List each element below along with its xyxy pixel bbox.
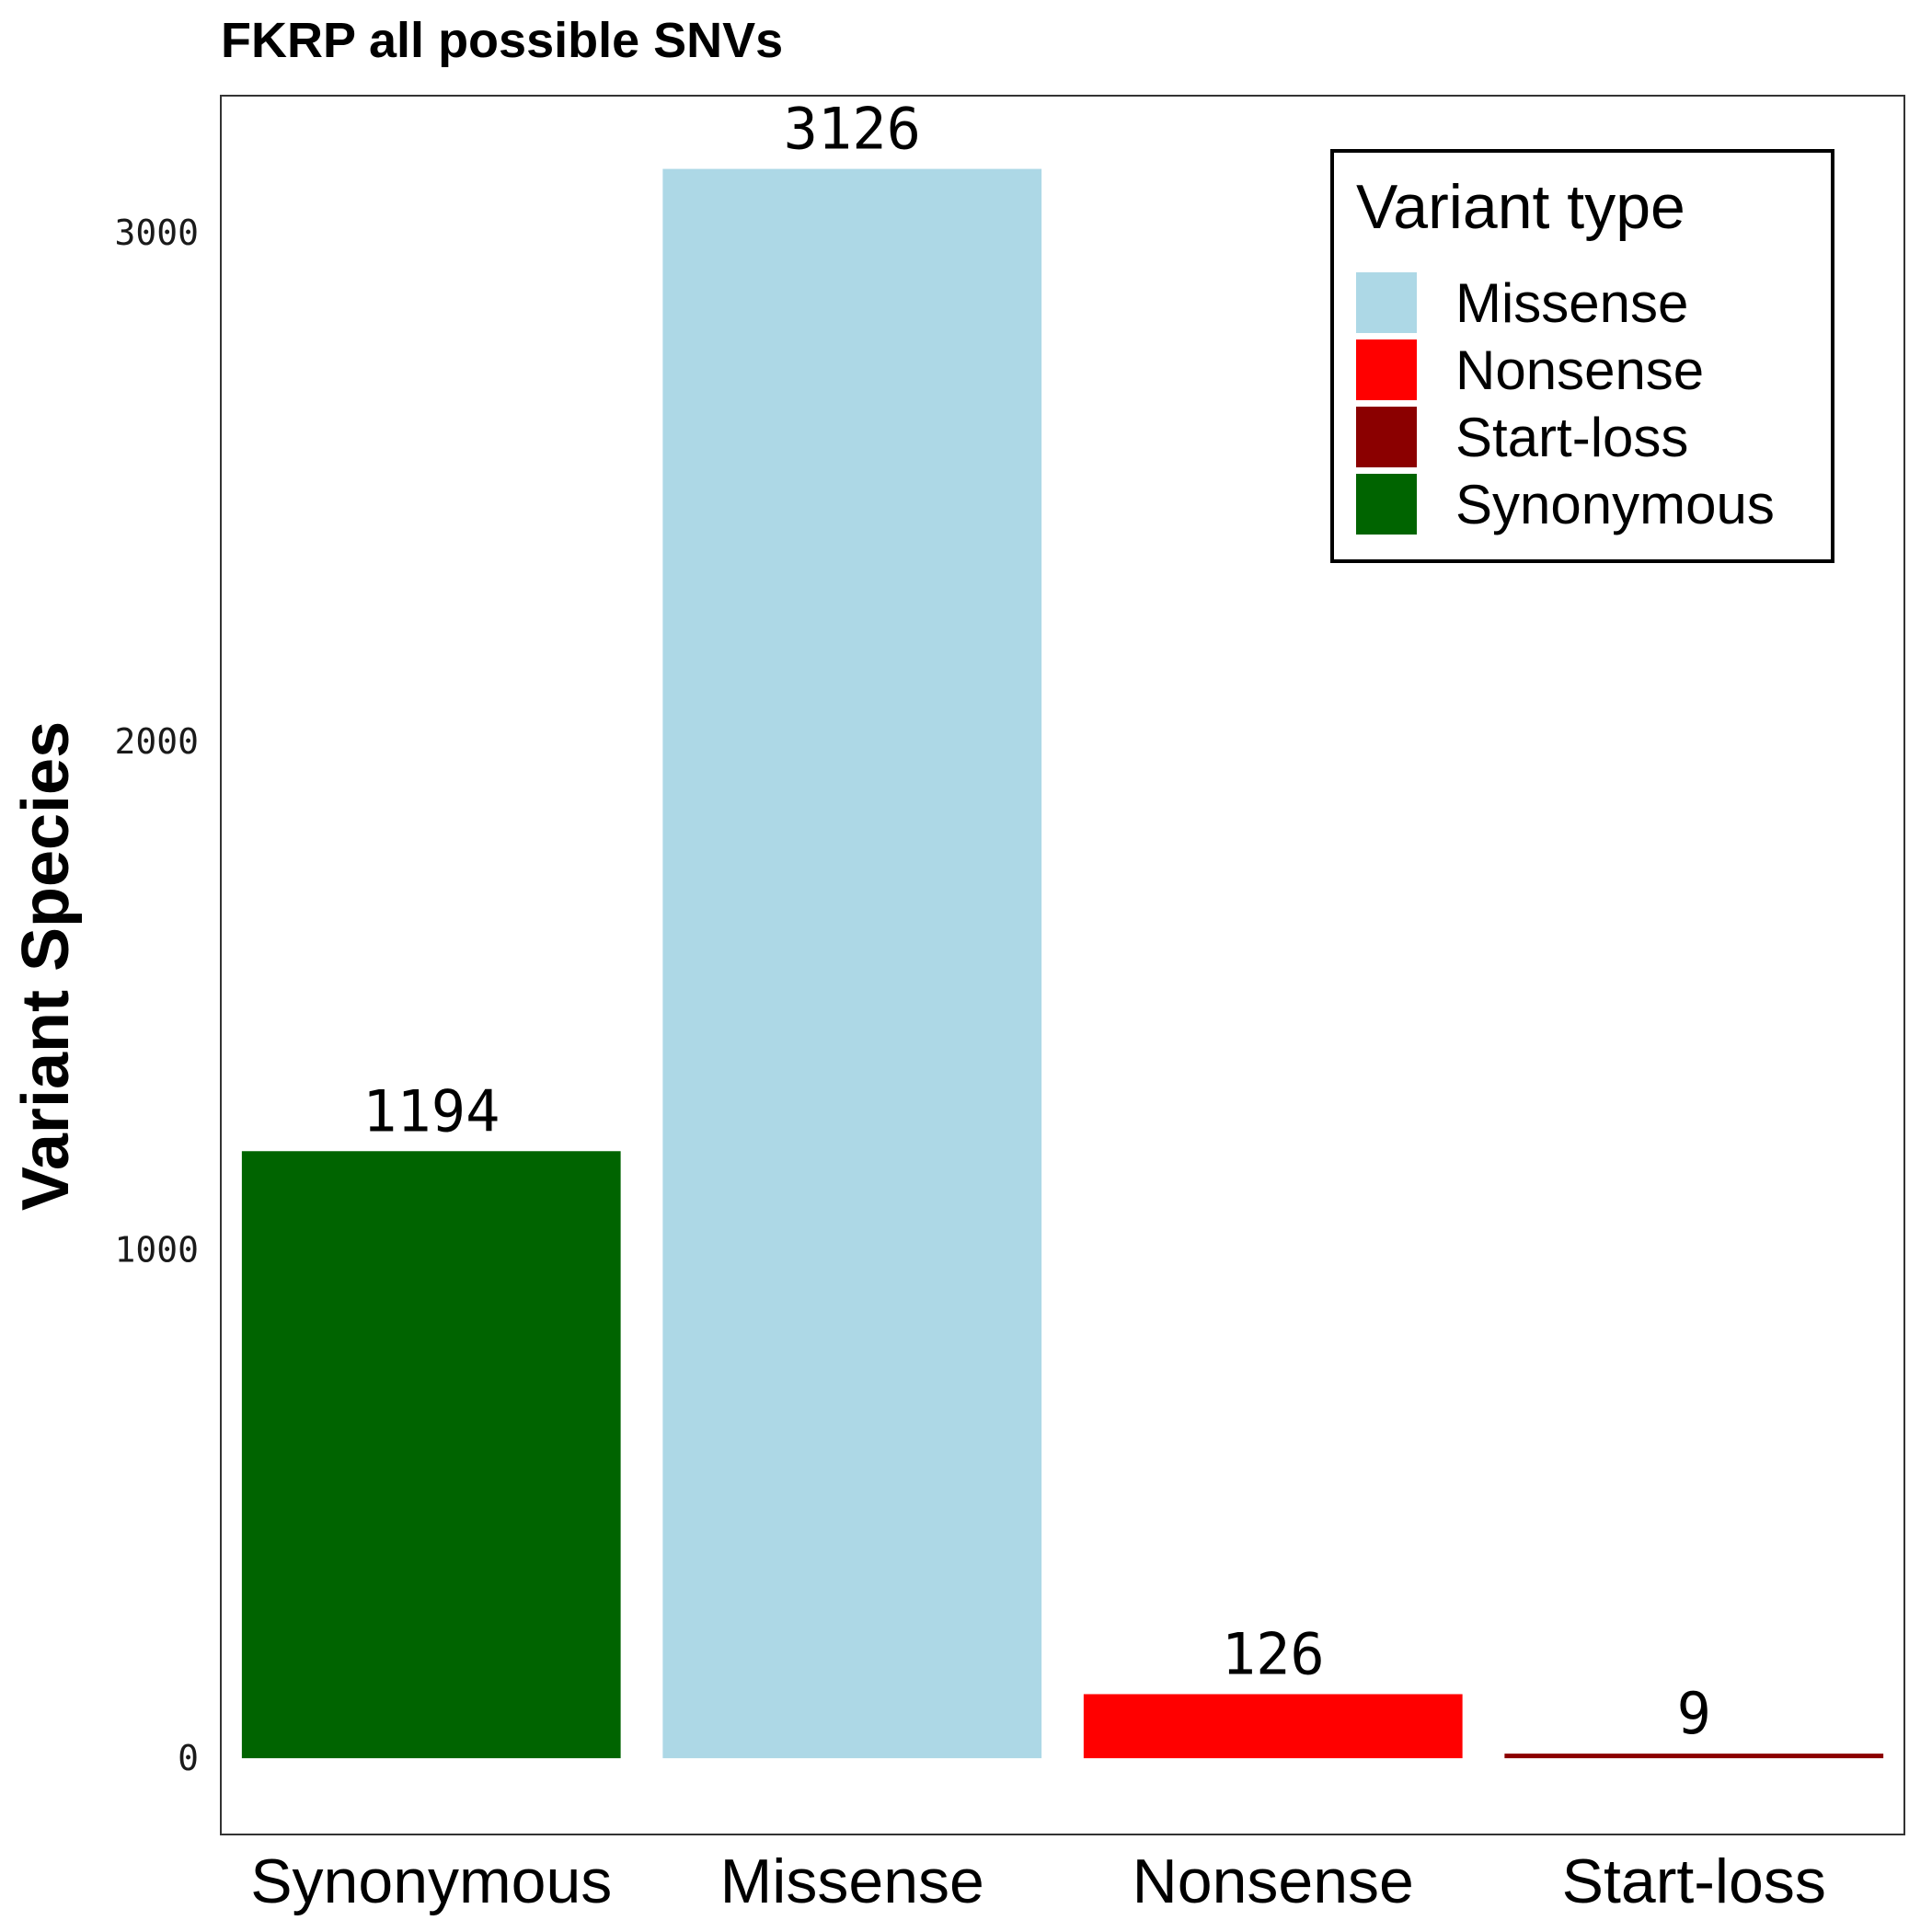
legend-title: Variant type [1356, 172, 1685, 242]
data-label-synonymous: 1194 [362, 1077, 500, 1144]
x-tick-label: Nonsense [1133, 1846, 1414, 1916]
data-labels: 1194 3126 126 9 [362, 96, 1711, 1748]
x-tick-label: Start-loss [1562, 1846, 1826, 1916]
legend-label: Synonymous [1455, 474, 1775, 535]
bar-missense [662, 168, 1042, 1759]
data-label-start-loss: 9 [1677, 1680, 1711, 1747]
x-axis-ticks: Synonymous Missense Nonsense Start-loss [250, 1846, 1826, 1916]
bars [241, 168, 1884, 1759]
legend-swatch-synonymous [1356, 474, 1417, 535]
legend-label: Start-loss [1455, 407, 1688, 468]
data-label-nonsense: 126 [1222, 1620, 1325, 1687]
y-tick-label: 0 [178, 1738, 199, 1778]
legend: Variant type MissenseNonsenseStart-lossS… [1330, 149, 1834, 563]
y-tick-label: 1000 [114, 1229, 199, 1270]
legend-swatch-nonsense [1356, 339, 1417, 400]
legend-label: Nonsense [1455, 339, 1704, 401]
data-label-missense: 3126 [784, 96, 921, 163]
y-axis-ticks: 0 1000 2000 3000 [114, 213, 199, 1778]
bar-synonymous [241, 1151, 621, 1759]
x-tick-label: Missense [720, 1846, 984, 1916]
y-axis-label: Variant Species [9, 721, 83, 1211]
chart-title: FKRP all possible SNVs [221, 13, 783, 68]
bar-start-loss [1504, 1754, 1884, 1759]
y-tick-label: 3000 [114, 213, 199, 253]
legend-swatch-missense [1356, 272, 1417, 333]
legend-swatch-start-loss [1356, 407, 1417, 467]
bar-nonsense [1083, 1694, 1463, 1759]
x-tick-label: Synonymous [250, 1846, 612, 1916]
legend-label: Missense [1455, 272, 1688, 334]
y-tick-label: 2000 [114, 721, 199, 762]
plot-panel-border [220, 95, 1905, 1835]
